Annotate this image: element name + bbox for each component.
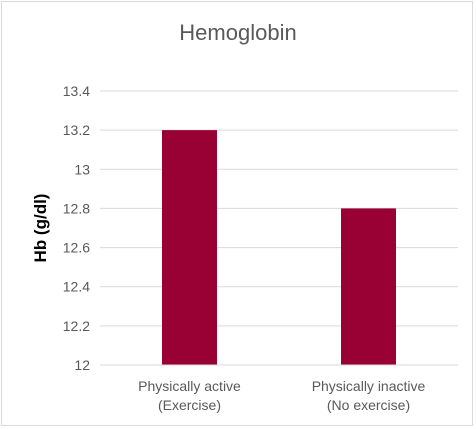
y-axis-label: Hb (g/dl) [31, 194, 50, 263]
y-tick-label: 12 [74, 357, 90, 373]
y-tick-label: 13 [74, 161, 90, 177]
y-tick-label: 12.6 [63, 240, 90, 256]
chart-title: Hemoglobin [179, 20, 296, 45]
bar [341, 208, 396, 365]
bar [162, 130, 217, 365]
y-tick-label: 13.2 [63, 122, 90, 138]
x-category-label: Physically active [138, 378, 241, 394]
x-category-label: Physically inactive [312, 378, 426, 394]
x-category-label: (Exercise) [158, 397, 221, 413]
y-tick-label: 12.8 [63, 200, 90, 216]
x-axis-categories: Physically active (Exercise) Physically in… [138, 378, 425, 413]
y-tick-label: 12.4 [63, 279, 90, 295]
y-axis-ticks: 12 12.2 12.4 12.6 12.8 13 13.2 13.4 [63, 83, 90, 373]
gridlines [100, 90, 458, 327]
y-tick-label: 12.2 [63, 318, 90, 334]
bars [162, 130, 396, 365]
x-category-label: (No exercise) [327, 397, 410, 413]
y-tick-label: 13.4 [63, 83, 90, 99]
